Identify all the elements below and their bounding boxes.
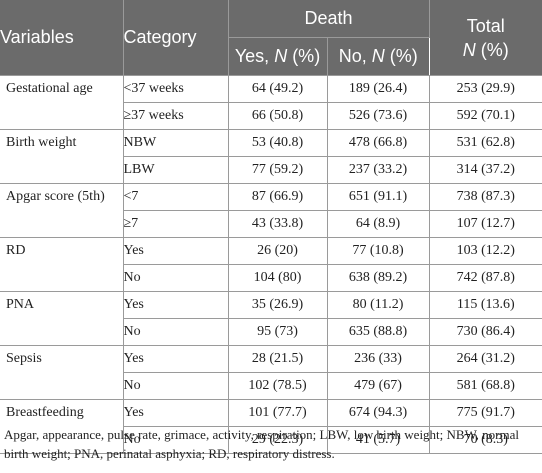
cell-category: No: [123, 264, 229, 292]
header-total: Total N (%): [429, 0, 542, 76]
table-row: No 104 (80) 638 (89.2) 742 (87.8): [0, 264, 542, 292]
cell-yes: 26 (20): [228, 237, 328, 265]
cell-variable: PNA: [0, 291, 124, 346]
table-footnote: Apgar, appearance, pulse rate, grimace, …: [4, 427, 519, 461]
header-total-label: Total: [466, 15, 505, 36]
header-no-prefix: No,: [338, 46, 372, 66]
cell-no: 189 (26.4): [327, 75, 430, 103]
table-body: Gestational age <37 weeks 64 (49.2) 189 (26…: [0, 75, 542, 454]
cell-no: 479 (67): [327, 372, 430, 400]
table-row: PNA Yes 35 (26.9) 80 (11.2) 115 (13.6): [0, 291, 542, 346]
header-variables: Variables: [0, 0, 124, 76]
header-yes-pct: (%): [287, 46, 321, 66]
cell-yes: 29 (22.3): [228, 426, 328, 454]
cell-yes: 66 (50.8): [228, 102, 328, 130]
cell-yes: 28 (21.5): [228, 345, 328, 373]
cell-variable: Sepsis: [0, 345, 124, 400]
cell-total: 103 (12.2): [429, 237, 542, 265]
cell-total: 314 (37.2): [429, 156, 542, 184]
cell-yes: 64 (49.2): [228, 75, 328, 103]
header-no: No, N (%): [327, 37, 430, 76]
cell-no: 478 (66.8): [327, 129, 430, 157]
cell-no: 651 (91.1): [327, 183, 430, 211]
header-death: Death: [228, 0, 430, 38]
table-row: RD Yes 26 (20) 77 (10.8) 103 (12.2): [0, 237, 542, 292]
cell-total: 730 (86.4): [429, 318, 542, 346]
cell-category: LBW: [123, 156, 229, 184]
cell-yes: 35 (26.9): [228, 291, 328, 319]
cell-yes: 101 (77.7): [228, 399, 328, 427]
cell-category: <37 weeks: [123, 75, 229, 103]
table-row: Breastfeeding Yes 101 (77.7) 674 (94.3) 775 …: [0, 399, 542, 454]
header-total-pct: (%): [475, 39, 509, 60]
cell-category: <7: [123, 183, 229, 211]
cell-category: Yes: [123, 291, 229, 319]
table-row: No 29 (22.3) 41 (5.7) 70 (8.3): [0, 426, 542, 454]
cell-category: ≥37 weeks: [123, 102, 229, 130]
header-yes-prefix: Yes,: [234, 46, 275, 66]
cell-variable: Birth weight: [0, 129, 124, 184]
cell-yes: 43 (33.8): [228, 210, 328, 238]
cell-category: No: [123, 318, 229, 346]
cell-no: 674 (94.3): [327, 399, 430, 427]
table-row: Sepsis Yes 28 (21.5) 236 (33) 264 (31.2): [0, 345, 542, 400]
cell-no: 638 (89.2): [327, 264, 430, 292]
cell-no: 80 (11.2): [327, 291, 430, 319]
cell-no: 41 (5.7): [327, 426, 430, 454]
cell-no: 635 (88.8): [327, 318, 430, 346]
cell-no: 237 (33.2): [327, 156, 430, 184]
cell-total: 581 (68.8): [429, 372, 542, 400]
cell-total: 115 (13.6): [429, 291, 542, 319]
cell-yes: 104 (80): [228, 264, 328, 292]
cell-total: 775 (91.7): [429, 399, 542, 427]
header-no-pct: (%): [384, 46, 418, 66]
cell-category: No: [123, 426, 229, 454]
cell-total: 742 (87.8): [429, 264, 542, 292]
cell-category: NBW: [123, 129, 229, 157]
cell-no: 526 (73.6): [327, 102, 430, 130]
cell-total: 531 (62.8): [429, 129, 542, 157]
cell-category: Yes: [123, 399, 229, 427]
header-yes-n: N: [274, 46, 288, 66]
table-header: Variables Category Death Total N (%) Yes,…: [0, 0, 542, 76]
cell-category: Yes: [123, 345, 229, 373]
cell-variable: RD: [0, 237, 124, 292]
table-row: No 102 (78.5) 479 (67) 581 (68.8): [0, 372, 542, 400]
cell-variable: Breastfeeding: [0, 399, 124, 454]
cell-variable: Apgar score (5th): [0, 183, 124, 238]
cell-total: 264 (31.2): [429, 345, 542, 373]
table-row: ≥37 weeks 66 (50.8) 526 (73.6) 592 (70.1): [0, 102, 542, 130]
header-no-n: N: [371, 46, 385, 66]
cell-total: 253 (29.9): [429, 75, 542, 103]
table-row: LBW 77 (59.2) 237 (33.2) 314 (37.2): [0, 156, 542, 184]
header-total-n: N: [462, 39, 476, 60]
header-category: Category: [123, 0, 229, 76]
cell-no: 64 (8.9): [327, 210, 430, 238]
table-row: No 95 (73) 635 (88.8) 730 (86.4): [0, 318, 542, 346]
cell-yes: 87 (66.9): [228, 183, 328, 211]
cell-total: 592 (70.1): [429, 102, 542, 130]
cell-yes: 95 (73): [228, 318, 328, 346]
cell-yes: 77 (59.2): [228, 156, 328, 184]
cell-no: 236 (33): [327, 345, 430, 373]
cell-total: 70 (8.3): [429, 426, 542, 454]
cell-variable: Gestational age: [0, 75, 124, 130]
header-yes: Yes, N (%): [228, 37, 328, 76]
cell-no: 77 (10.8): [327, 237, 430, 265]
cell-category: No: [123, 372, 229, 400]
table-row: Apgar score (5th) <7 87 (66.9) 651 (91.1) 73…: [0, 183, 542, 238]
cell-category: Yes: [123, 237, 229, 265]
table-row: Gestational age <37 weeks 64 (49.2) 189 (26…: [0, 75, 542, 130]
cell-category: ≥7: [123, 210, 229, 238]
table-row: Birth weight NBW 53 (40.8) 478 (66.8) 531 (6…: [0, 129, 542, 184]
table-row: ≥7 43 (33.8) 64 (8.9) 107 (12.7): [0, 210, 542, 238]
cell-yes: 53 (40.8): [228, 129, 328, 157]
cell-total: 738 (87.3): [429, 183, 542, 211]
data-table: Variables Category Death Total N (%) Yes,…: [0, 0, 542, 454]
cell-total: 107 (12.7): [429, 210, 542, 238]
cell-yes: 102 (78.5): [228, 372, 328, 400]
